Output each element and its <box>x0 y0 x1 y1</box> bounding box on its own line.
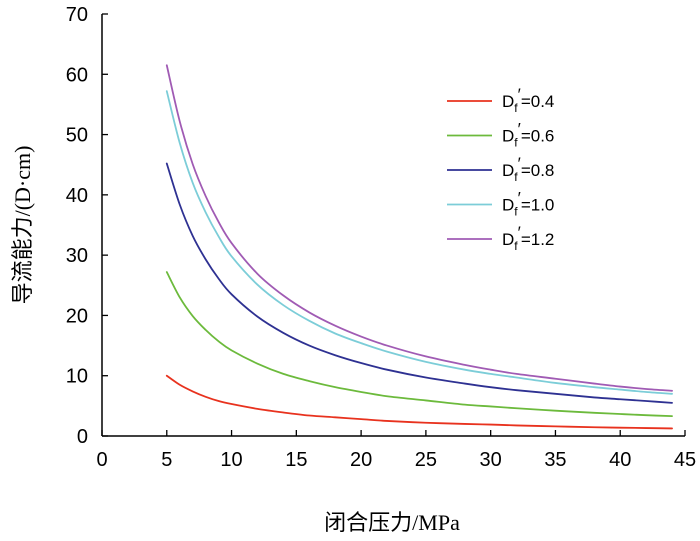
y-ticks: 0 10 20 30 40 50 60 70 <box>66 4 108 448</box>
y-tick-label: 60 <box>66 64 88 86</box>
legend-label-4: Df′=1.0 <box>502 189 554 219</box>
y-tick-label: 30 <box>66 245 88 267</box>
legend-label-1: Df′=0.4 <box>502 85 554 115</box>
legend: Df′=0.4 Df′=0.6 Df′=0.8 Df′=1.0 Df′=1.2 <box>447 85 554 253</box>
y-tick-label: 50 <box>66 125 88 147</box>
series-line-3 <box>165 162 673 404</box>
legend-label-2: Df′=0.6 <box>502 120 554 150</box>
series-line-2 <box>165 271 673 418</box>
x-tick-label: 40 <box>609 449 631 471</box>
y-tick-label: 70 <box>66 4 88 26</box>
legend-label-5: Df′=1.2 <box>502 223 554 253</box>
y-tick-label: 40 <box>66 185 88 207</box>
legend-label-3: Df′=0.8 <box>502 154 554 184</box>
x-tick-label: 10 <box>220 449 242 471</box>
series-line-4 <box>165 90 673 395</box>
x-tick-label: 25 <box>415 449 437 471</box>
x-ticks: 0 5 10 15 20 25 30 35 40 45 <box>96 430 696 471</box>
x-tick-label: 30 <box>480 449 502 471</box>
series-line-1 <box>165 374 673 430</box>
x-axis-title: 闭合压力/MPa <box>324 510 460 535</box>
x-tick-label: 35 <box>544 449 566 471</box>
y-tick-label: 10 <box>66 366 88 388</box>
series-group <box>165 64 673 430</box>
x-tick-label: 45 <box>674 449 696 471</box>
x-tick-label: 20 <box>350 449 372 471</box>
series-line-5 <box>165 64 673 392</box>
y-tick-label: 0 <box>77 426 88 448</box>
x-tick-label: 15 <box>285 449 307 471</box>
x-tick-label: 5 <box>161 449 172 471</box>
x-tick-label: 0 <box>96 449 107 471</box>
axes <box>101 14 685 437</box>
y-axis-title: 导流能力/(D·cm) <box>10 146 35 305</box>
y-tick-label: 20 <box>66 305 88 327</box>
